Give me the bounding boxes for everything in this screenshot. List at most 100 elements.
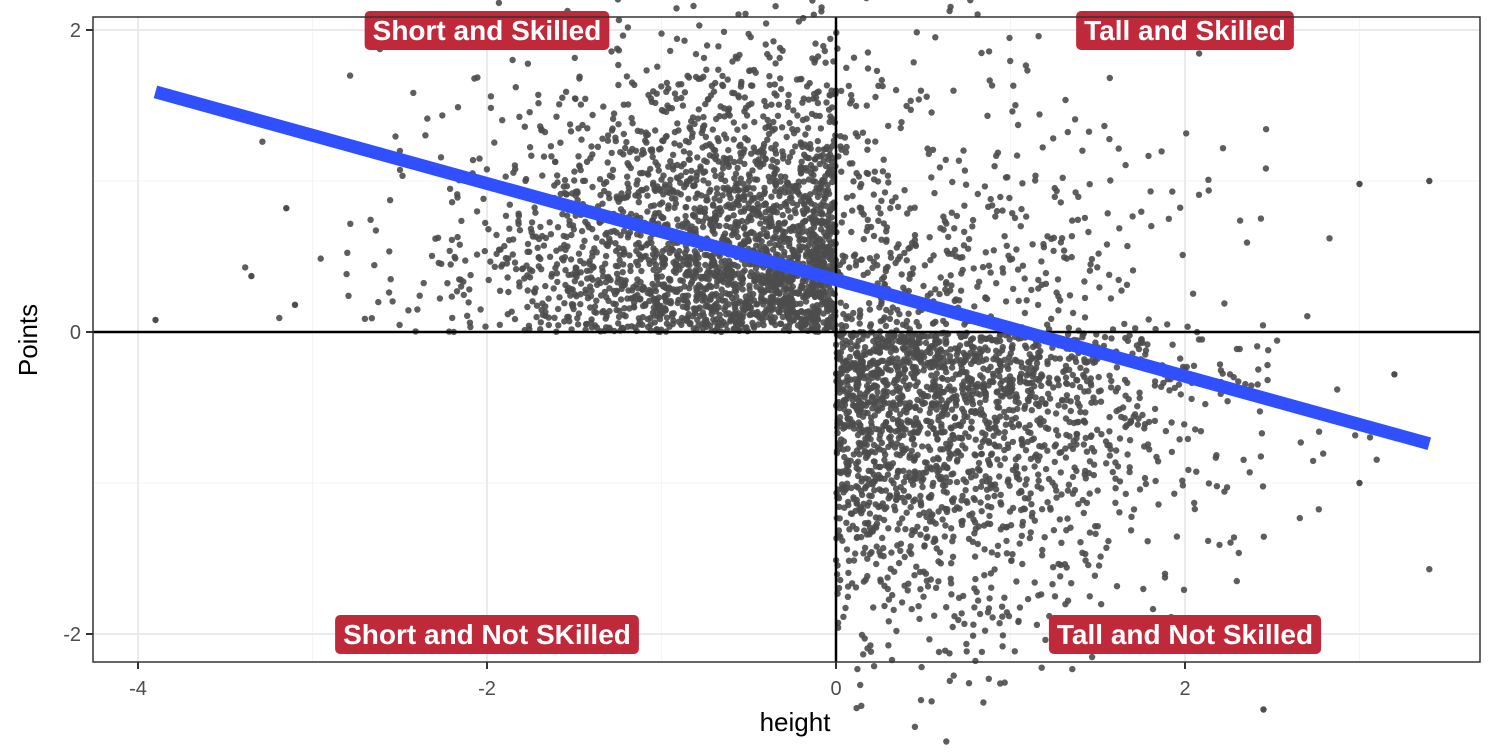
scatter-point [955,616,962,624]
scatter-point [690,2,697,10]
scatter-point [998,347,1006,354]
scatter-point [837,576,844,584]
scatter-point [593,297,600,304]
scatter-point [1235,378,1242,385]
scatter-point [1116,225,1123,232]
scatter-point [1107,177,1114,184]
scatter-point [1053,427,1060,434]
scatter-point [1177,355,1184,362]
scatter-point [852,102,860,110]
scatter-point [887,249,894,257]
scatter-point [668,195,676,202]
scatter-point [987,481,994,488]
scatter-point [1109,468,1117,476]
scatter-point [878,76,885,84]
scatter-point [420,279,427,287]
scatter-point [1081,388,1088,395]
scatter-point [678,314,686,322]
scatter-point [918,474,925,481]
scatter-point [655,266,663,273]
scatter-point [809,231,817,238]
scatter-point [673,35,681,42]
scatter-point [896,337,904,344]
scatter-point [446,185,454,192]
scatter-point [971,303,978,310]
scatter-point [882,322,890,330]
scatter-point [1179,363,1187,371]
scatter-point [942,365,949,372]
scatter-point [788,194,795,201]
scatter-point [921,543,928,550]
scatter-point [938,424,945,431]
scatter-point [1140,585,1147,593]
scatter-point [510,169,517,176]
scatter-point [770,118,777,126]
scatter-point [454,104,462,111]
scatter-point [878,300,885,308]
scatter-point [821,177,828,185]
scatter-point [633,231,641,238]
scatter-point [843,484,851,492]
scatter-point [945,397,953,404]
scatter-point [841,406,848,413]
scatter-point [766,81,773,89]
scatter-point [900,377,907,385]
scatter-point [802,153,810,161]
scatter-point [962,181,970,188]
scatter-point [577,257,584,265]
scatter-point [778,85,785,93]
scatter-point [846,526,853,533]
scatter-point [1021,309,1029,317]
scatter-point [726,155,734,162]
scatter-point [854,484,862,491]
scatter-point [912,382,919,390]
scatter-point [984,494,991,501]
scatter-point [540,242,548,249]
scatter-point [625,231,632,238]
scatter-point [688,133,696,141]
scatter-point [963,498,970,505]
scatter-point [1052,441,1060,448]
scatter-point [669,151,677,158]
scatter-point [751,278,758,285]
scatter-point [919,400,926,408]
scatter-point [506,201,513,208]
scatter-point [691,213,699,220]
scatter-point [1217,367,1225,374]
scatter-point [1027,529,1035,536]
scatter-point [1071,116,1079,123]
scatter-point [1003,362,1011,369]
scatter-point [819,242,826,250]
scatter-point [777,178,784,185]
scatter-point [897,540,905,547]
scatter-point [799,278,806,285]
scatter-point [935,456,942,463]
scatter-point [932,375,939,383]
scatter-point [694,190,701,197]
scatter-point [785,302,793,310]
scatter-point [859,413,867,420]
scatter-point [582,321,590,328]
scatter-point [978,648,986,656]
scatter-point [943,247,950,254]
scatter-point [685,254,692,261]
scatter-point [1081,278,1088,285]
scatter-point [562,266,569,274]
scatter-point [1016,540,1023,547]
scatter-point [924,145,931,152]
scatter-point [1048,315,1055,322]
scatter-point [1009,108,1016,115]
scatter-point [838,219,845,226]
scatter-point [568,301,576,308]
scatter-point [1051,593,1059,600]
scatter-point [932,286,939,293]
scatter-point [553,270,561,277]
scatter-point [674,120,681,127]
scatter-point [777,75,784,82]
scatter-point [684,315,691,322]
scatter-point [1061,403,1068,410]
scatter-point [1079,549,1086,556]
scatter-point [990,247,997,254]
scatter-point [242,264,249,271]
scatter-point [579,121,586,129]
